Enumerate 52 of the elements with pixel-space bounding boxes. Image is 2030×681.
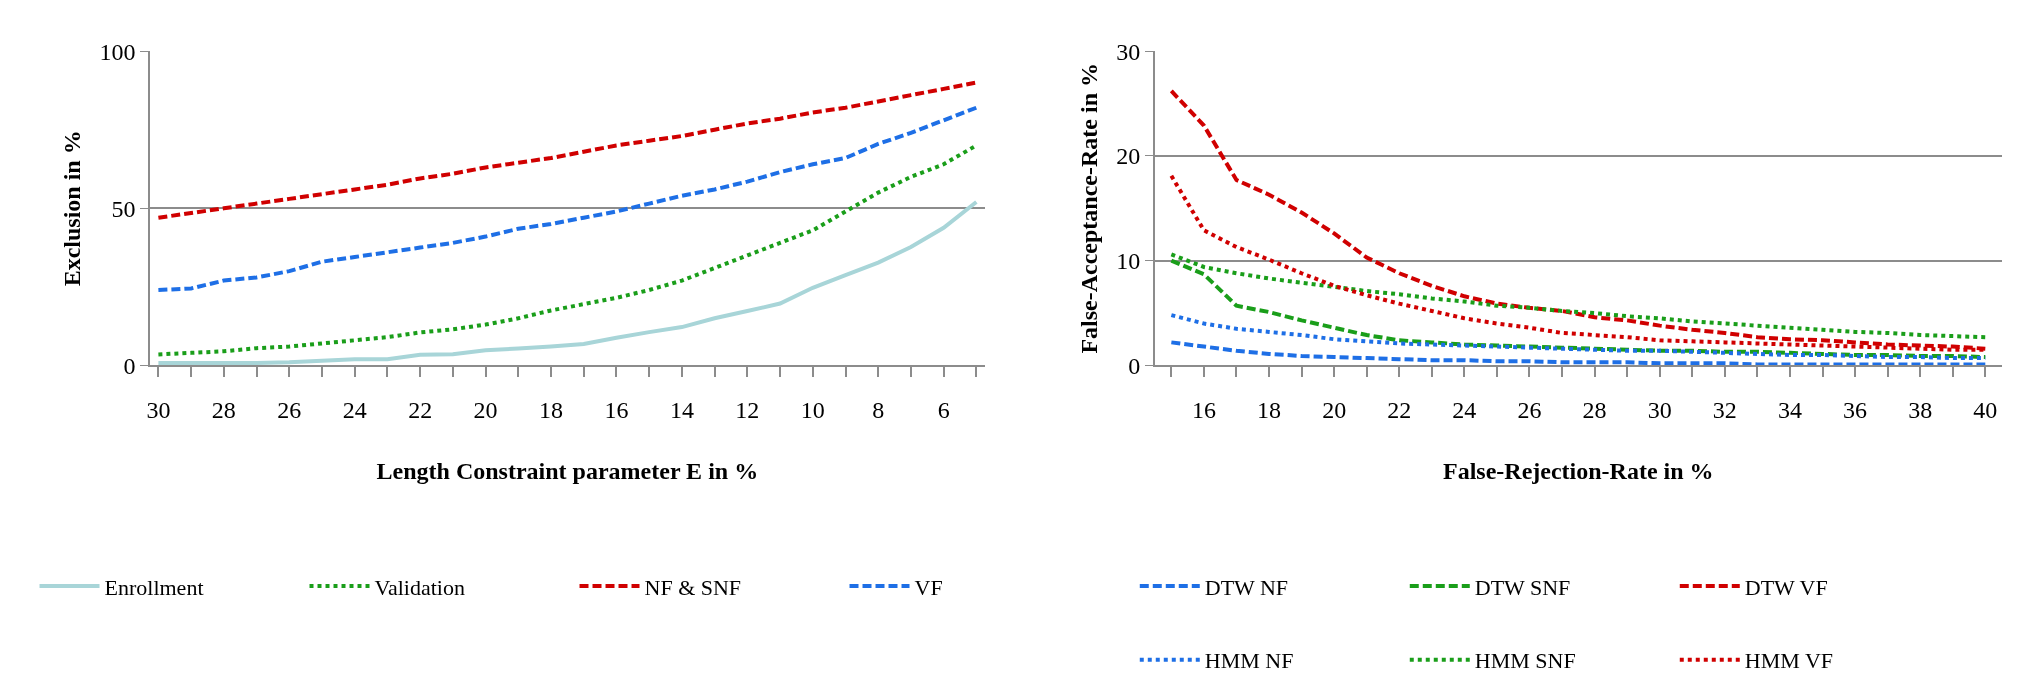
x-tick-label: 38 [1908, 397, 1933, 424]
y-tick-label: 30 [1116, 38, 1141, 65]
x-tick-label: 12 [735, 397, 760, 424]
y-tick-label: 20 [1116, 143, 1141, 170]
line-series [156, 200, 979, 365]
legend-label: DTW SNF [1474, 574, 1571, 600]
x-tick-label: 20 [1322, 397, 1347, 424]
x-tick-label: 16 [1191, 397, 1216, 424]
line-series [1169, 252, 1988, 340]
x-tick-label: 10 [800, 397, 825, 424]
x-tick-label: 28 [211, 397, 236, 424]
legend-label: HMM NF [1204, 648, 1294, 674]
legend-label: DTW VF [1744, 574, 1828, 600]
x-tick-label: 30 [1647, 397, 1672, 424]
legend-label: HMM VF [1744, 648, 1834, 674]
x-tick-label: 26 [1517, 397, 1542, 424]
x-tick-label: 6 [937, 397, 950, 424]
y-axis-title: Exclusion in % [59, 130, 86, 287]
x-tick-label: 28 [1582, 397, 1607, 424]
x-tick-label: 36 [1843, 397, 1868, 424]
y-axis-title: False-Acceptance-Rate in % [1075, 63, 1102, 354]
line-series [1169, 340, 1988, 366]
x-tick-label: 18 [1257, 397, 1282, 424]
x-axis-title: False-Rejection-Rate in % [1443, 458, 1714, 485]
y-tick-label: 0 [1128, 352, 1141, 379]
x-tick-label: 14 [669, 397, 694, 424]
line-series [1169, 258, 1988, 360]
legend-label: Enrollment [104, 574, 204, 600]
y-tick-label: 10 [1116, 248, 1141, 275]
x-tick-label: 18 [539, 397, 564, 424]
x-tick-label: 8 [872, 397, 885, 424]
legend-label: HMM SNF [1474, 648, 1576, 674]
legend-label: VF [914, 574, 943, 600]
x-tick-label: 20 [473, 397, 498, 424]
x-tick-label: 16 [604, 397, 629, 424]
x-tick-label: 22 [408, 397, 433, 424]
legend-label: DTW NF [1204, 574, 1289, 600]
x-tick-label: 32 [1712, 397, 1737, 424]
x-axis-title: Length Constraint parameter E in % [376, 458, 759, 485]
legend-label: NF & SNF [644, 574, 742, 600]
x-tick-label: 24 [342, 397, 367, 424]
x-tick-label: 22 [1387, 397, 1412, 424]
y-tick-label: 0 [123, 352, 136, 379]
x-tick-label: 34 [1777, 397, 1802, 424]
y-tick-label: 100 [99, 38, 136, 65]
x-tick-label: 40 [1973, 397, 1998, 424]
line-series [156, 105, 979, 293]
legend-label: Validation [374, 574, 465, 600]
y-tick-label: 50 [111, 195, 136, 222]
x-tick-label: 24 [1452, 397, 1477, 424]
x-tick-label: 26 [277, 397, 302, 424]
x-tick-label: 30 [146, 397, 171, 424]
